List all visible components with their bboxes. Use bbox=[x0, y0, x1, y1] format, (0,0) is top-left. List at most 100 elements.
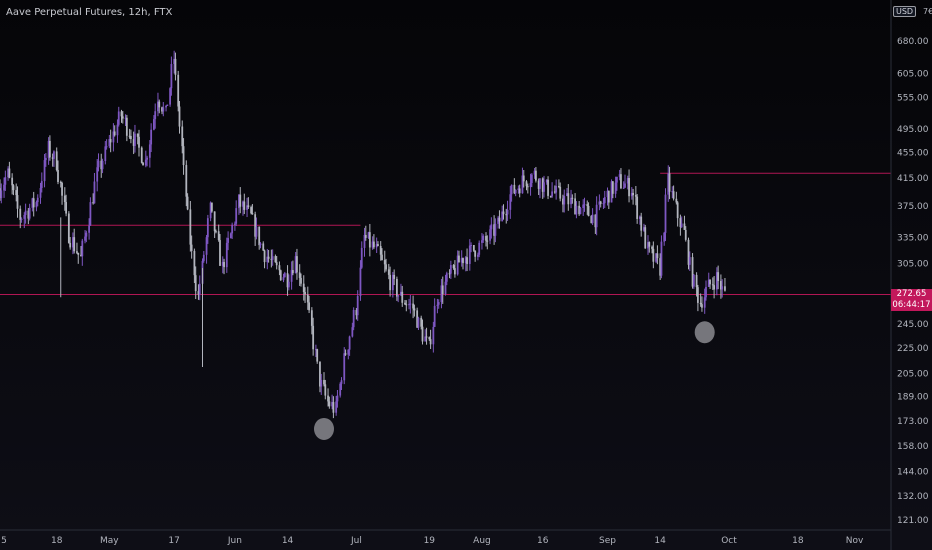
candle bbox=[367, 231, 370, 239]
candle bbox=[644, 224, 647, 249]
candle-body bbox=[174, 58, 177, 75]
candle-body bbox=[428, 337, 431, 340]
candle-body bbox=[687, 239, 690, 265]
candle-body bbox=[385, 264, 387, 270]
candle bbox=[104, 141, 107, 165]
candle bbox=[185, 160, 188, 207]
candle-body bbox=[437, 302, 440, 305]
candle-body bbox=[113, 131, 116, 136]
candle-body bbox=[715, 272, 718, 290]
candle-body bbox=[383, 260, 386, 265]
candle-body bbox=[198, 283, 201, 295]
candle bbox=[505, 208, 508, 224]
candle-body bbox=[373, 241, 375, 248]
candle bbox=[626, 175, 629, 190]
candle bbox=[213, 211, 216, 239]
currency-button[interactable]: USD bbox=[893, 6, 917, 17]
candle bbox=[420, 315, 423, 330]
candle bbox=[449, 260, 452, 280]
candle-body bbox=[19, 208, 22, 220]
candle bbox=[246, 197, 248, 218]
candle-body bbox=[344, 353, 347, 355]
candle bbox=[351, 322, 354, 338]
candle-body bbox=[327, 395, 329, 402]
candle bbox=[306, 286, 309, 310]
candle bbox=[44, 153, 47, 167]
candle-body bbox=[213, 211, 216, 232]
candle bbox=[262, 241, 265, 251]
candle bbox=[533, 167, 536, 179]
candle-body bbox=[513, 184, 516, 194]
candle-body bbox=[460, 258, 463, 263]
candle-body bbox=[614, 182, 617, 194]
candle-body bbox=[173, 58, 176, 64]
candle bbox=[474, 250, 477, 262]
candle bbox=[489, 225, 491, 245]
candle bbox=[522, 170, 525, 188]
candle-body bbox=[215, 231, 217, 233]
candle-body bbox=[55, 151, 58, 171]
x-tick-label: 14 bbox=[282, 536, 294, 546]
candle bbox=[97, 153, 100, 172]
candle-body bbox=[258, 226, 261, 246]
candle bbox=[47, 137, 50, 165]
candle bbox=[36, 194, 39, 207]
candle bbox=[526, 183, 529, 194]
candle-body bbox=[705, 286, 707, 298]
candle-body bbox=[409, 303, 412, 305]
candle-body bbox=[539, 178, 541, 189]
candle-body bbox=[691, 257, 694, 287]
candle bbox=[591, 208, 594, 226]
candle-body bbox=[521, 175, 524, 194]
candle bbox=[680, 216, 683, 229]
candle-body bbox=[298, 272, 301, 278]
candle bbox=[266, 248, 269, 270]
candle-body bbox=[227, 238, 229, 243]
candle-body bbox=[219, 240, 221, 266]
candle bbox=[400, 283, 402, 297]
candle-body bbox=[563, 196, 566, 205]
candle bbox=[567, 184, 570, 211]
candle bbox=[161, 106, 163, 115]
candle bbox=[112, 123, 115, 152]
candle-body bbox=[485, 236, 487, 241]
candle bbox=[541, 177, 544, 199]
x-tick-label: 17 bbox=[168, 536, 179, 546]
candle bbox=[379, 241, 382, 261]
candle-body bbox=[429, 339, 432, 345]
candle-body bbox=[217, 231, 220, 241]
candle bbox=[517, 185, 520, 194]
candle bbox=[292, 260, 294, 276]
candle-body bbox=[436, 304, 439, 306]
candle bbox=[271, 249, 274, 266]
candle bbox=[356, 290, 359, 321]
candle-body bbox=[530, 174, 533, 184]
candle-body bbox=[8, 168, 11, 178]
candle bbox=[521, 167, 524, 194]
candle-body bbox=[566, 193, 568, 197]
candle bbox=[537, 178, 540, 195]
candle bbox=[628, 169, 630, 203]
candle-body bbox=[286, 273, 289, 288]
candle-body bbox=[478, 242, 481, 255]
candle-body bbox=[667, 173, 670, 195]
candle bbox=[76, 242, 78, 254]
candle-body bbox=[405, 304, 408, 306]
candle-body bbox=[675, 198, 678, 203]
candle bbox=[7, 166, 9, 181]
candle bbox=[55, 147, 58, 172]
candle-body bbox=[490, 224, 493, 230]
candle-body bbox=[375, 244, 378, 248]
candle bbox=[72, 232, 74, 255]
candle-body bbox=[456, 255, 459, 275]
candle bbox=[116, 119, 119, 143]
candle-body bbox=[481, 240, 483, 243]
candle bbox=[121, 110, 124, 124]
candle bbox=[478, 240, 481, 258]
candle bbox=[363, 227, 366, 257]
candle bbox=[525, 180, 528, 191]
bar-countdown: 06:44:17 bbox=[892, 299, 931, 310]
candle-body bbox=[659, 258, 662, 276]
